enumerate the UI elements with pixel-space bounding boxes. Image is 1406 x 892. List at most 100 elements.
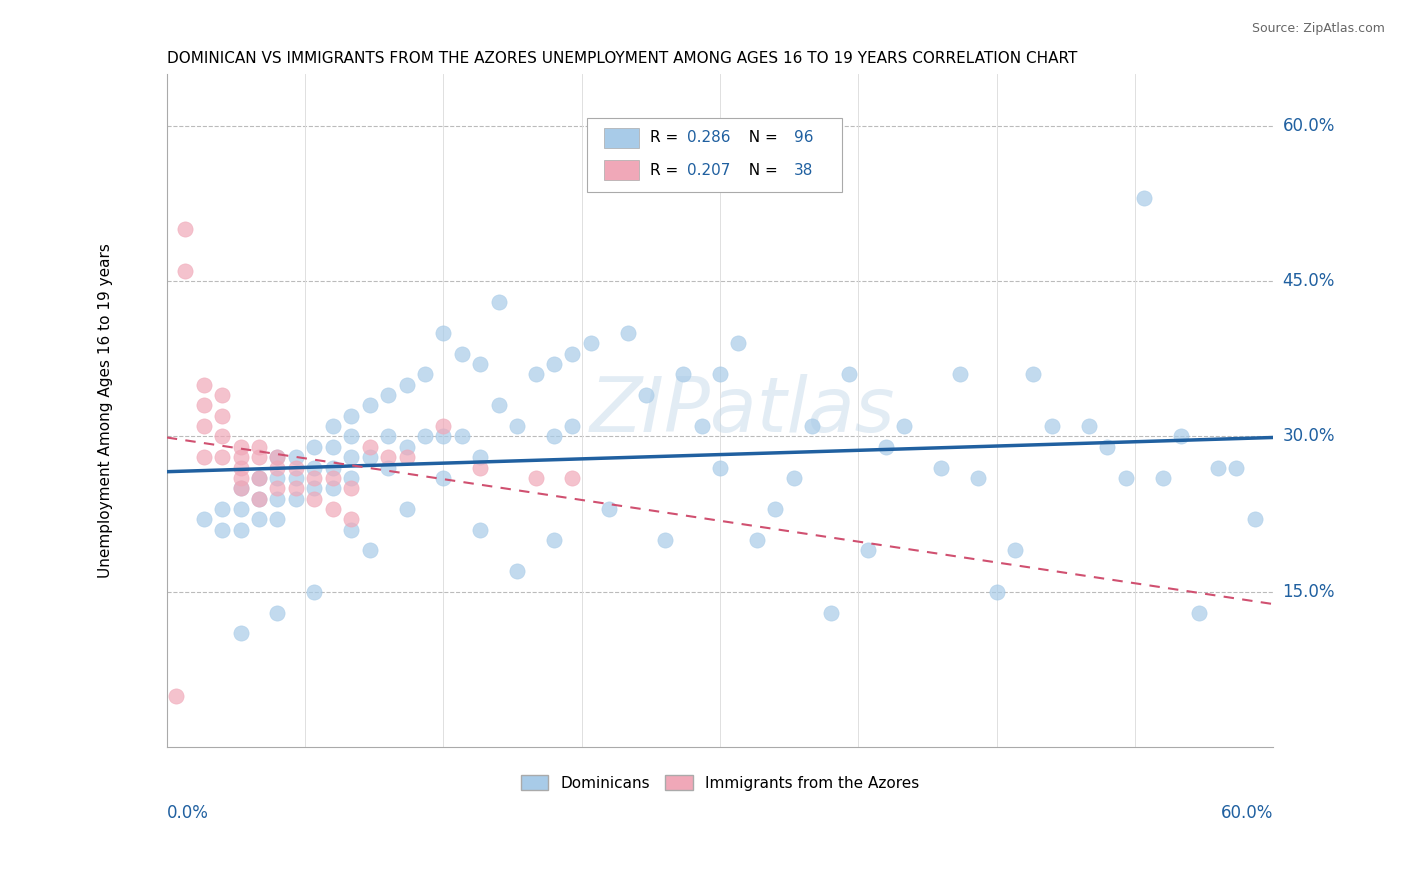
Point: [1133, 191, 1156, 205]
Point: [506, 564, 529, 578]
Point: [432, 419, 454, 434]
Point: [820, 606, 842, 620]
Point: [617, 326, 640, 340]
Point: [470, 450, 492, 465]
Point: [211, 502, 233, 516]
Point: [304, 460, 326, 475]
Text: 30.0%: 30.0%: [1282, 427, 1334, 445]
Point: [543, 533, 565, 548]
Point: [377, 460, 399, 475]
Point: [745, 533, 768, 548]
Point: [211, 450, 233, 465]
Point: [709, 460, 731, 475]
Text: 38: 38: [794, 162, 814, 178]
Point: [654, 533, 676, 548]
Point: [229, 626, 252, 640]
Point: [967, 471, 990, 485]
Point: [229, 502, 252, 516]
Point: [432, 471, 454, 485]
Point: [247, 491, 270, 506]
Point: [322, 460, 344, 475]
Point: [304, 481, 326, 495]
Text: ZIPatlas: ZIPatlas: [589, 374, 894, 448]
Point: [266, 606, 288, 620]
Point: [395, 440, 418, 454]
Point: [266, 512, 288, 526]
Text: 0.0%: 0.0%: [167, 805, 208, 822]
Point: [174, 263, 197, 277]
Point: [266, 450, 288, 465]
Point: [377, 388, 399, 402]
Point: [340, 512, 363, 526]
Point: [1188, 606, 1211, 620]
Point: [247, 471, 270, 485]
Point: [229, 481, 252, 495]
Text: 0.286: 0.286: [686, 130, 730, 145]
Point: [1152, 471, 1174, 485]
Point: [488, 398, 510, 412]
Point: [165, 689, 187, 703]
Point: [340, 450, 363, 465]
Point: [432, 429, 454, 443]
Point: [838, 368, 860, 382]
Point: [193, 512, 215, 526]
Point: [727, 336, 749, 351]
Point: [377, 450, 399, 465]
Point: [986, 585, 1008, 599]
Point: [229, 471, 252, 485]
Point: [672, 368, 695, 382]
Text: R =: R =: [651, 130, 683, 145]
Text: 96: 96: [794, 130, 814, 145]
Point: [929, 460, 952, 475]
Point: [193, 398, 215, 412]
Point: [395, 377, 418, 392]
Point: [247, 471, 270, 485]
Point: [229, 440, 252, 454]
Point: [322, 440, 344, 454]
Point: [377, 429, 399, 443]
Point: [561, 471, 583, 485]
Point: [211, 429, 233, 443]
Point: [1004, 543, 1026, 558]
Point: [395, 502, 418, 516]
Point: [1115, 471, 1137, 485]
Point: [266, 491, 288, 506]
Point: [266, 460, 288, 475]
Point: [266, 471, 288, 485]
Point: [211, 388, 233, 402]
Point: [690, 419, 713, 434]
Point: [340, 471, 363, 485]
Text: N =: N =: [738, 162, 782, 178]
Point: [247, 491, 270, 506]
Point: [322, 502, 344, 516]
Point: [211, 409, 233, 423]
Point: [229, 460, 252, 475]
Point: [506, 419, 529, 434]
Point: [450, 346, 472, 360]
Point: [1225, 460, 1247, 475]
Point: [1243, 512, 1265, 526]
Point: [211, 523, 233, 537]
Point: [856, 543, 879, 558]
Legend: Dominicans, Immigrants from the Azores: Dominicans, Immigrants from the Azores: [515, 769, 925, 797]
Point: [579, 336, 602, 351]
Point: [304, 440, 326, 454]
Point: [229, 481, 252, 495]
Point: [266, 450, 288, 465]
Point: [801, 419, 824, 434]
Text: Source: ZipAtlas.com: Source: ZipAtlas.com: [1251, 22, 1385, 36]
Point: [783, 471, 806, 485]
Point: [304, 471, 326, 485]
Point: [304, 585, 326, 599]
Point: [340, 429, 363, 443]
Text: 60.0%: 60.0%: [1282, 117, 1334, 135]
Point: [284, 450, 307, 465]
Point: [413, 429, 436, 443]
Point: [949, 368, 972, 382]
Point: [229, 450, 252, 465]
Point: [359, 440, 381, 454]
FancyBboxPatch shape: [603, 128, 640, 148]
Point: [470, 460, 492, 475]
Point: [1040, 419, 1063, 434]
Point: [340, 523, 363, 537]
